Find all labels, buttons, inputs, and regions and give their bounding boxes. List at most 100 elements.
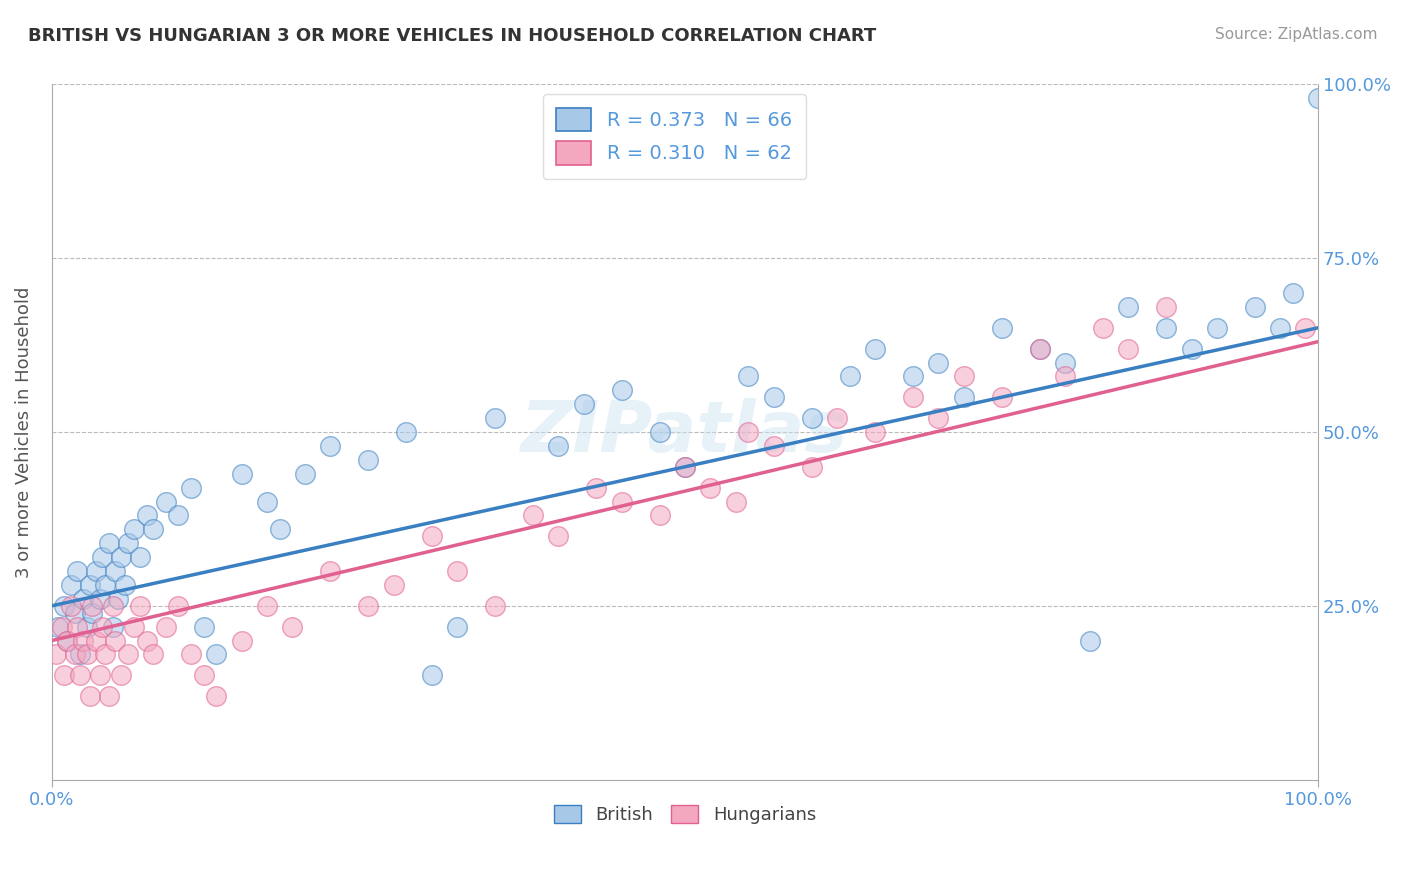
Point xyxy=(585,481,607,495)
Point xyxy=(167,599,190,613)
Point xyxy=(1078,633,1101,648)
Point xyxy=(66,620,89,634)
Point xyxy=(1295,320,1317,334)
Point xyxy=(382,578,405,592)
Point xyxy=(76,648,98,662)
Point xyxy=(294,467,316,481)
Text: BRITISH VS HUNGARIAN 3 OR MORE VEHICLES IN HOUSEHOLD CORRELATION CHART: BRITISH VS HUNGARIAN 3 OR MORE VEHICLES … xyxy=(28,27,876,45)
Point xyxy=(205,648,228,662)
Point xyxy=(825,411,848,425)
Point xyxy=(69,648,91,662)
Point xyxy=(84,564,107,578)
Point xyxy=(53,668,76,682)
Point xyxy=(1028,342,1050,356)
Point xyxy=(46,620,69,634)
Point xyxy=(110,550,132,565)
Point xyxy=(66,564,89,578)
Point xyxy=(446,564,468,578)
Point xyxy=(97,536,120,550)
Point xyxy=(142,522,165,536)
Point xyxy=(94,578,117,592)
Point xyxy=(97,689,120,703)
Point xyxy=(1180,342,1202,356)
Point xyxy=(838,369,860,384)
Point xyxy=(72,633,94,648)
Point xyxy=(193,668,215,682)
Text: Source: ZipAtlas.com: Source: ZipAtlas.com xyxy=(1215,27,1378,42)
Point xyxy=(167,508,190,523)
Legend: British, Hungarians: British, Hungarians xyxy=(546,796,825,833)
Point xyxy=(45,648,67,662)
Point xyxy=(319,439,342,453)
Point xyxy=(82,606,104,620)
Point xyxy=(104,564,127,578)
Y-axis label: 3 or more Vehicles in Household: 3 or more Vehicles in Household xyxy=(15,286,32,578)
Point xyxy=(79,689,101,703)
Point xyxy=(1053,369,1076,384)
Point xyxy=(135,508,157,523)
Point xyxy=(319,564,342,578)
Point xyxy=(84,633,107,648)
Point xyxy=(724,494,747,508)
Point xyxy=(863,342,886,356)
Point xyxy=(484,411,506,425)
Point xyxy=(51,620,73,634)
Point xyxy=(104,633,127,648)
Point xyxy=(155,494,177,508)
Point xyxy=(572,397,595,411)
Point xyxy=(63,606,86,620)
Point xyxy=(1116,300,1139,314)
Point xyxy=(114,578,136,592)
Point xyxy=(952,390,974,404)
Point xyxy=(1154,320,1177,334)
Point xyxy=(269,522,291,536)
Point xyxy=(1308,91,1330,105)
Point xyxy=(446,620,468,634)
Point xyxy=(256,494,278,508)
Point xyxy=(673,459,696,474)
Point xyxy=(122,522,145,536)
Point xyxy=(737,425,759,439)
Point xyxy=(420,529,443,543)
Point xyxy=(1028,342,1050,356)
Point xyxy=(91,620,114,634)
Point xyxy=(76,620,98,634)
Point xyxy=(800,411,823,425)
Point xyxy=(762,439,785,453)
Point xyxy=(193,620,215,634)
Point xyxy=(673,459,696,474)
Point xyxy=(1243,300,1265,314)
Point xyxy=(79,578,101,592)
Point xyxy=(547,439,569,453)
Point xyxy=(1205,320,1227,334)
Point xyxy=(762,390,785,404)
Point xyxy=(863,425,886,439)
Point xyxy=(180,648,202,662)
Point xyxy=(927,355,949,369)
Point xyxy=(117,648,139,662)
Point xyxy=(89,668,111,682)
Point xyxy=(56,633,79,648)
Text: ZIPatlas: ZIPatlas xyxy=(522,398,849,467)
Point xyxy=(357,599,380,613)
Point xyxy=(91,550,114,565)
Point xyxy=(231,633,253,648)
Point xyxy=(53,599,76,613)
Point xyxy=(110,668,132,682)
Point xyxy=(122,620,145,634)
Point xyxy=(142,648,165,662)
Point xyxy=(56,633,79,648)
Point xyxy=(952,369,974,384)
Point xyxy=(256,599,278,613)
Point xyxy=(1091,320,1114,334)
Point xyxy=(990,390,1012,404)
Point xyxy=(610,494,633,508)
Point xyxy=(648,508,671,523)
Point xyxy=(1116,342,1139,356)
Point xyxy=(117,536,139,550)
Point xyxy=(901,390,924,404)
Point xyxy=(1154,300,1177,314)
Point xyxy=(395,425,418,439)
Point xyxy=(901,369,924,384)
Point xyxy=(737,369,759,384)
